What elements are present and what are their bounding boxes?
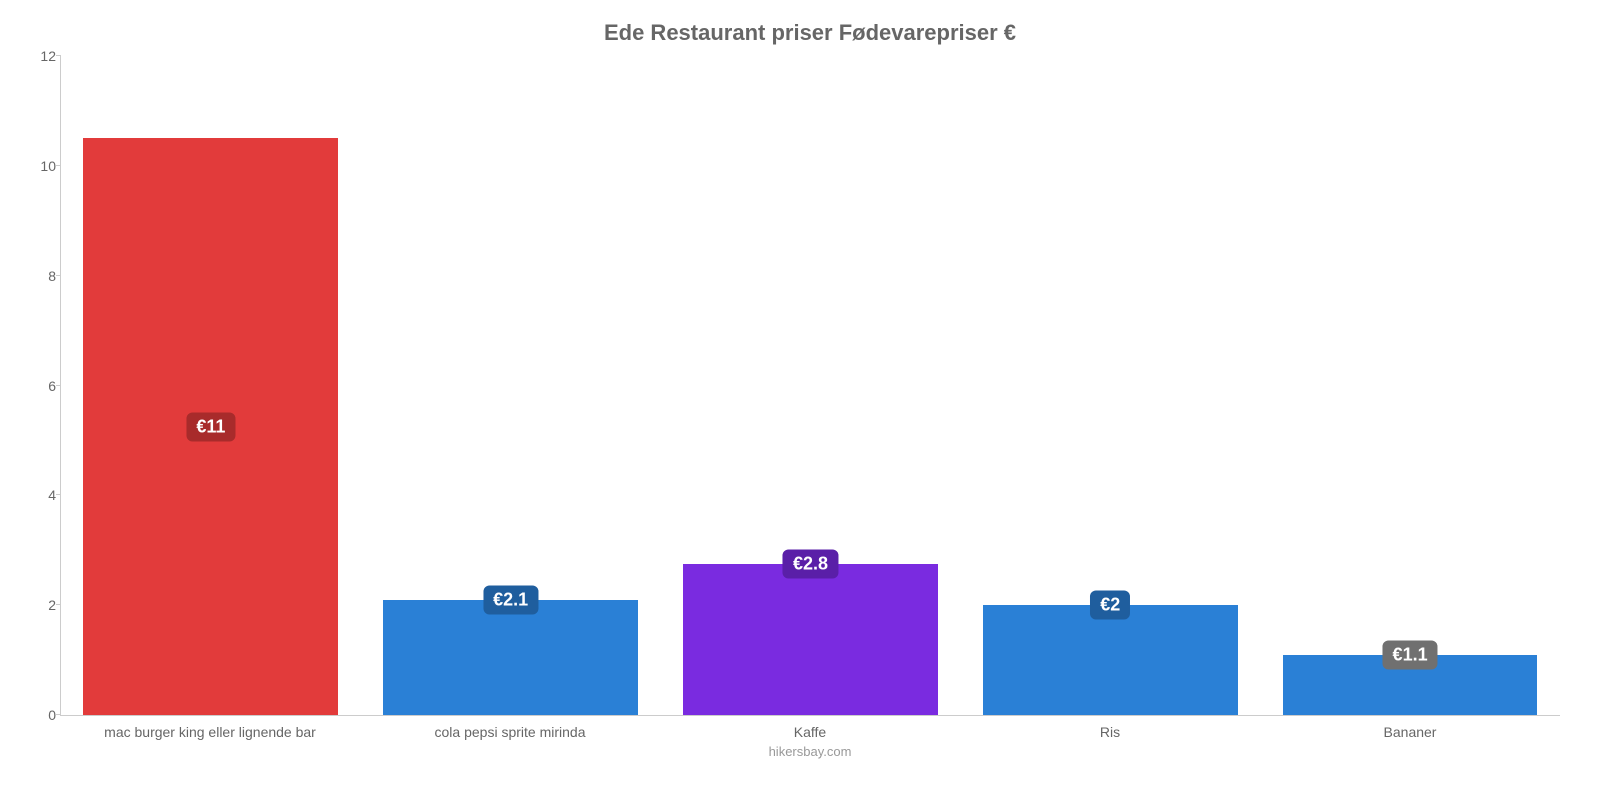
x-axis-label: Bananer [1260, 724, 1560, 740]
y-tick-label: 8 [21, 268, 56, 284]
x-axis-label: Ris [960, 724, 1260, 740]
y-tick-label: 6 [21, 378, 56, 394]
bar: €11 [83, 138, 338, 715]
y-tick-label: 2 [21, 597, 56, 613]
bar-value-label: €2 [1090, 591, 1130, 620]
y-tick-mark [56, 275, 61, 276]
bar-value-label: €2.1 [483, 585, 538, 614]
bar-value-label: €2.8 [783, 549, 838, 578]
bar-slot: €2 [960, 56, 1260, 715]
bar-slot: €11 [61, 56, 361, 715]
bar-value-label: €1.1 [1383, 640, 1438, 669]
y-tick-label: 4 [21, 487, 56, 503]
y-tick-label: 10 [21, 158, 56, 174]
bar-slot: €1.1 [1260, 56, 1560, 715]
bar: €2 [983, 605, 1238, 715]
y-tick-mark [56, 714, 61, 715]
y-tick-mark [56, 494, 61, 495]
bar: €2.1 [383, 600, 638, 715]
y-tick-mark [56, 604, 61, 605]
plot-area: €11€2.1€2.8€2€1.1 024681012 [60, 56, 1560, 716]
y-tick-mark [56, 165, 61, 166]
bar-slot: €2.1 [361, 56, 661, 715]
chart-title: Ede Restaurant priser Fødevarepriser € [60, 20, 1560, 46]
y-tick-mark [56, 385, 61, 386]
x-axis-label: Kaffe [660, 724, 960, 740]
x-axis-labels: mac burger king eller lignende barcola p… [60, 724, 1560, 740]
bar: €1.1 [1283, 655, 1538, 715]
bar-slot: €2.8 [661, 56, 961, 715]
y-tick-label: 0 [21, 707, 56, 723]
x-axis-label: cola pepsi sprite mirinda [360, 724, 660, 740]
bar-chart: Ede Restaurant priser Fødevarepriser € €… [0, 0, 1600, 800]
attribution-text: hikersbay.com [60, 744, 1560, 759]
y-tick-mark [56, 55, 61, 56]
x-axis-label: mac burger king eller lignende bar [60, 724, 360, 740]
bar: €2.8 [683, 564, 938, 715]
bar-value-label: €11 [186, 412, 235, 441]
y-tick-label: 12 [21, 48, 56, 64]
bars-container: €11 €2.1 €2.8 €2 €1.1 [61, 56, 1560, 715]
